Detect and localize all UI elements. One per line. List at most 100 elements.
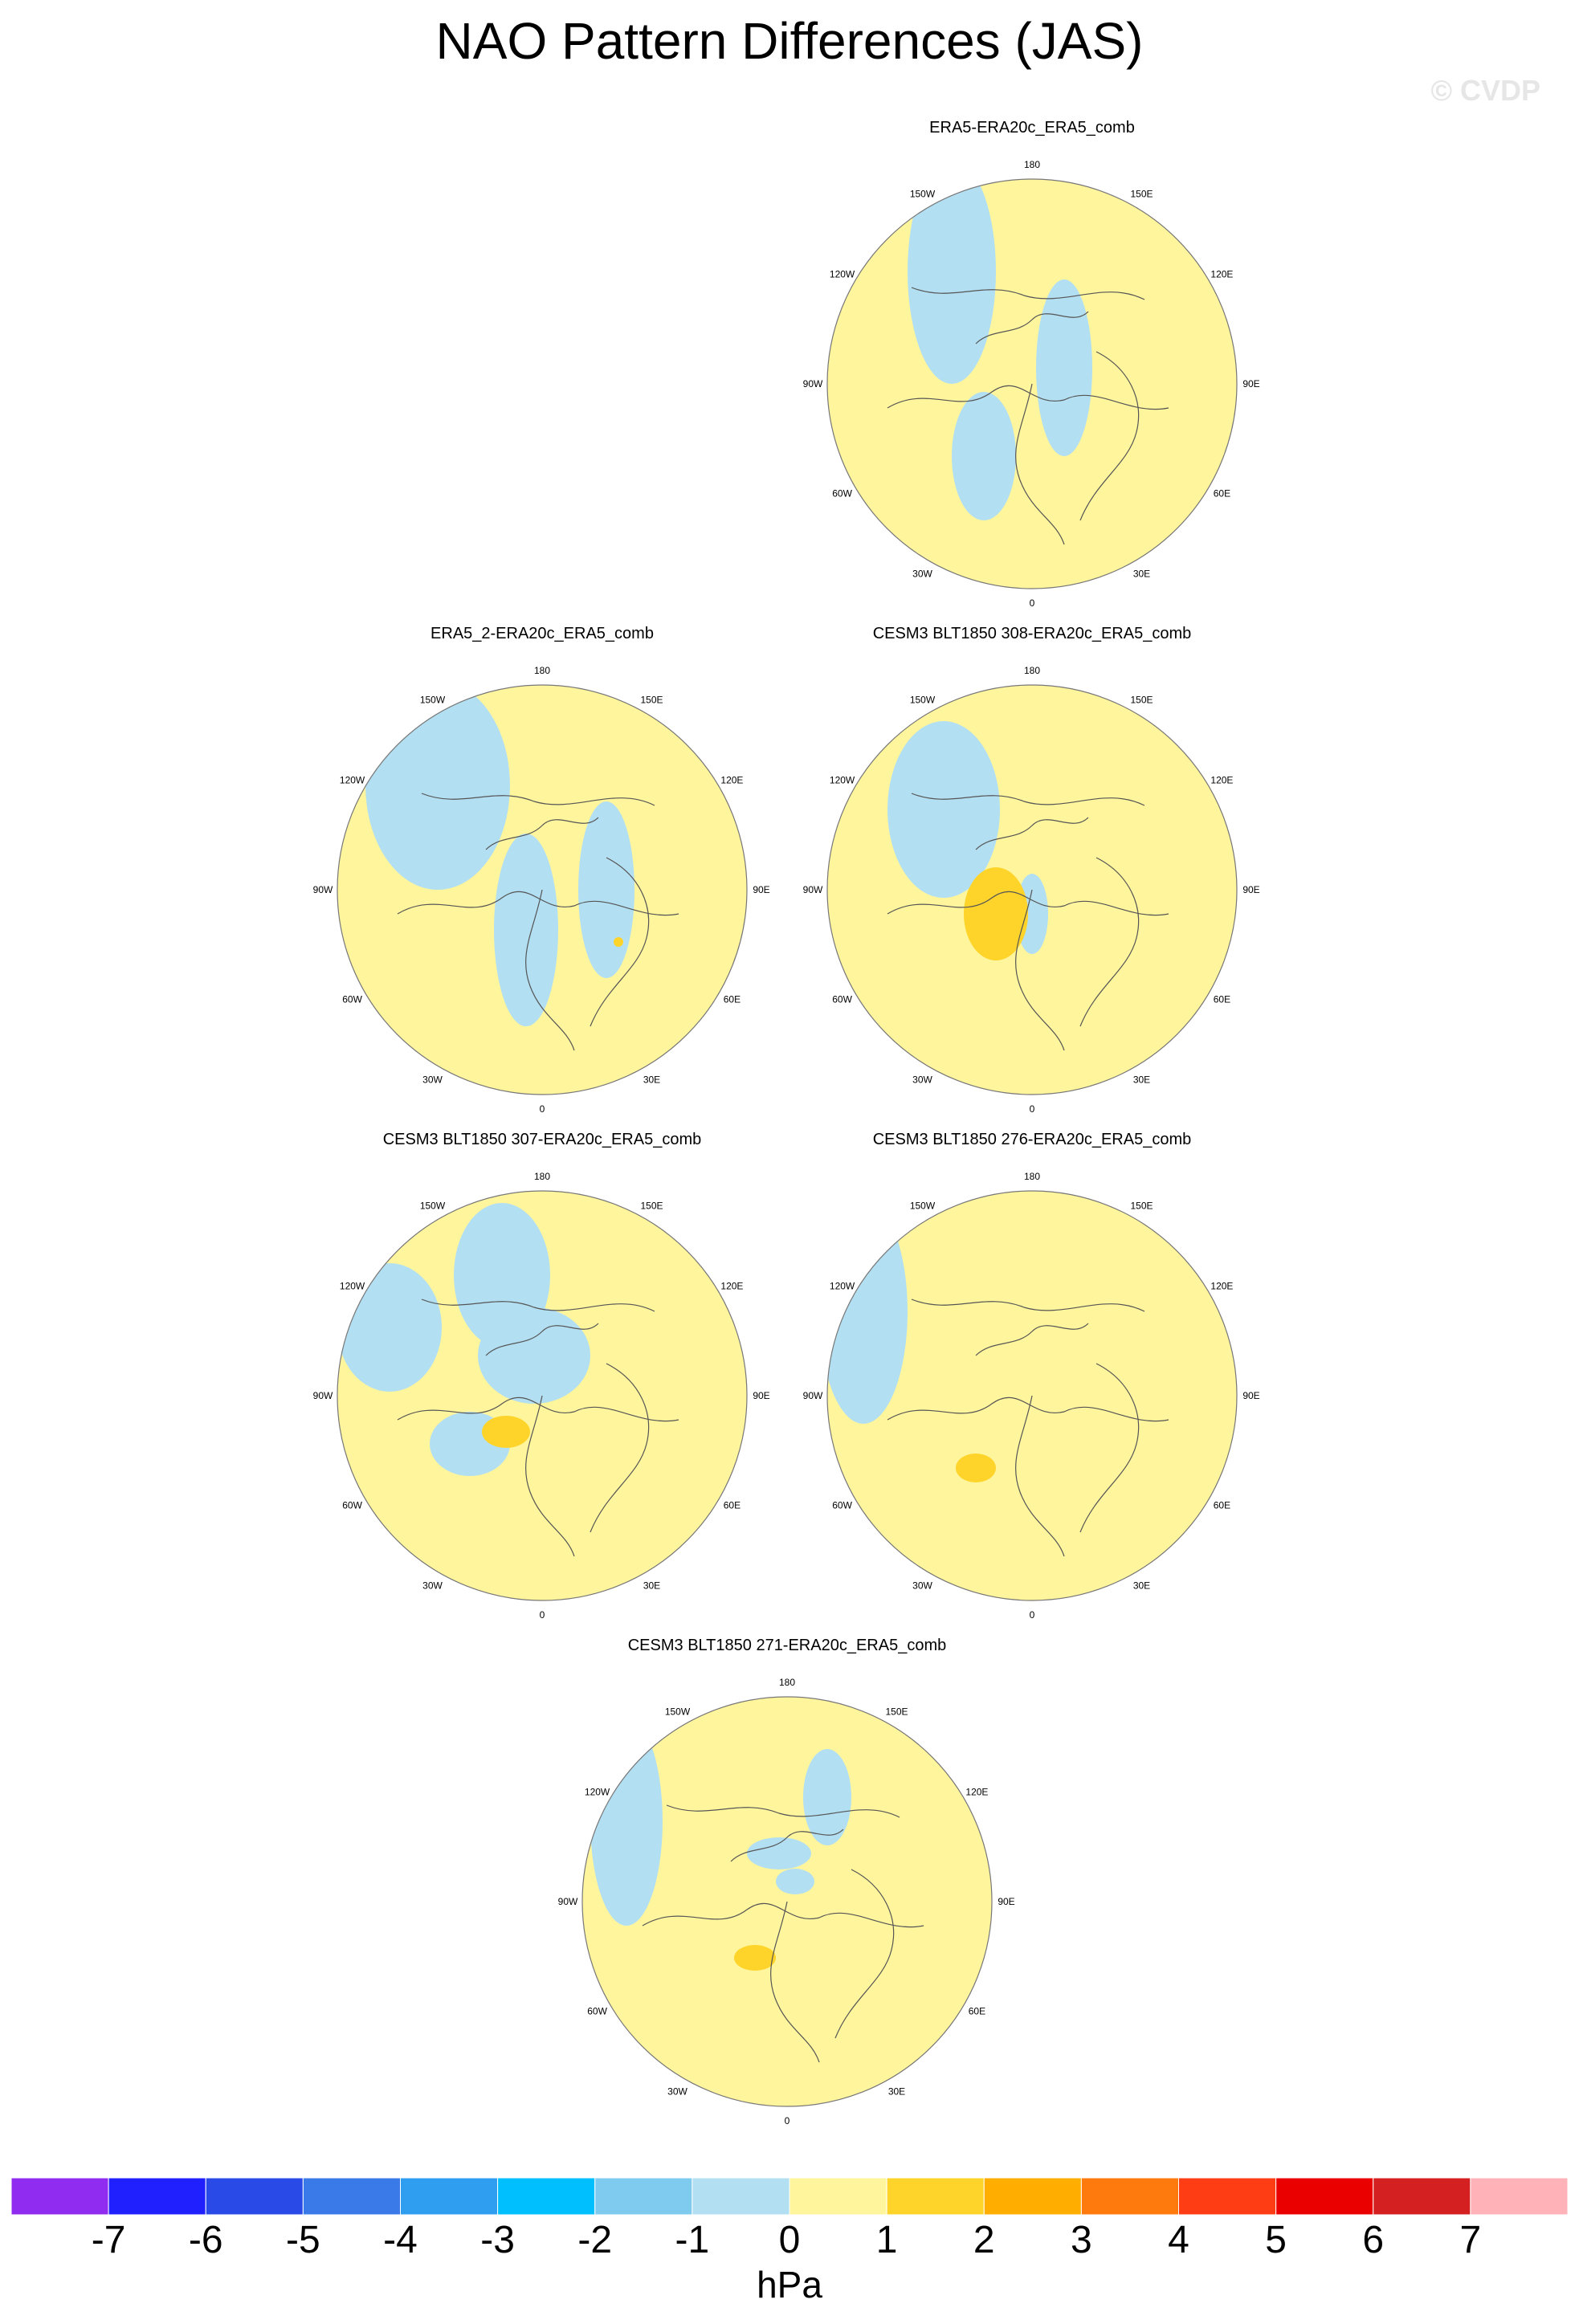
positive-anomaly-region: [956, 1454, 996, 1482]
longitude-label: 30E: [643, 1580, 660, 1591]
longitude-label: 180: [1024, 1171, 1040, 1182]
colorbar-swatch: [594, 2178, 693, 2215]
longitude-label: 120E: [965, 1787, 988, 1798]
negative-anomaly-region: [578, 801, 634, 978]
longitude-label: 60W: [587, 2006, 607, 2017]
coastline: [911, 1299, 1145, 1312]
coastline: [887, 891, 1169, 916]
longitude-label: 150W: [910, 189, 936, 200]
coastline: [1015, 1395, 1065, 1557]
longitude-label: 60E: [724, 994, 741, 1005]
negative-anomaly-region: [478, 1307, 590, 1404]
negative-anomaly-region: [365, 685, 510, 890]
panel-title: CESM3 BLT1850 307-ERA20c_ERA5_comb: [382, 1131, 702, 1148]
longitude-label: 120E: [720, 775, 743, 786]
map-panel-cesm3-308: CESM3 BLT1850 308-ERA20c_ERA5_comb 180 15…: [791, 625, 1273, 1123]
coastline: [421, 1299, 655, 1312]
panel-title: ERA5-ERA20c_ERA5_comb: [929, 119, 1135, 137]
positive-anomaly-region: [964, 867, 1028, 960]
colorbar-swatch: [1470, 2178, 1568, 2215]
colorbar-tick-label: -1: [675, 2219, 710, 2261]
map-border: [826, 178, 1238, 589]
longitude-label: 60W: [832, 994, 852, 1005]
coastline: [485, 817, 599, 850]
coastline: [397, 1396, 679, 1422]
longitude-label: 90W: [803, 884, 823, 895]
longitude-label: 180: [779, 1677, 795, 1688]
longitude-label: 30W: [912, 1074, 932, 1085]
coastline: [1079, 857, 1140, 1027]
polar-map: 180 150E 120E 90E 60E 30E 0 30W 60W 90W 120W 150W: [558, 1677, 1015, 2126]
longitude-label: 150E: [640, 1201, 663, 1212]
longitude-label: 90E: [998, 1896, 1014, 1907]
cvdp-watermark: © CVDP: [1430, 74, 1540, 107]
longitude-label: 60W: [342, 1500, 362, 1511]
longitude-label: 150E: [640, 695, 663, 706]
longitude-label: 150E: [885, 1706, 908, 1718]
coastline: [485, 1323, 599, 1356]
colorbar-tick-label: -6: [188, 2219, 223, 2261]
coastline: [975, 311, 1089, 345]
polar-map: 180 150E 120E 90E 60E 30E 0 30W 60W 90W 120W 150W: [803, 159, 1260, 609]
polar-map: 180 150E 120E 90E 60E 30E 0 30W 60W 90W 120W 150W: [803, 1171, 1260, 1621]
map-border: [826, 1190, 1238, 1601]
panel-title: CESM3 BLT1850 308-ERA20c_ERA5_comb: [872, 625, 1192, 642]
longitude-label: 120W: [340, 775, 365, 786]
colorbar-swatch: [497, 2178, 596, 2215]
coastline: [590, 1363, 650, 1533]
coastline: [1015, 889, 1065, 1051]
colorbar-swatch: [400, 2178, 499, 2215]
longitude-label: 180: [534, 1171, 550, 1182]
figure-title: NAO Pattern Differences (JAS): [435, 12, 1144, 70]
longitude-label: 120W: [830, 1281, 855, 1292]
colorbar-swatch: [886, 2178, 985, 2215]
longitude-label: 30W: [912, 568, 932, 579]
negative-anomaly-region: [908, 179, 996, 384]
colorbar-swatch: [789, 2178, 887, 2215]
longitude-label: 30E: [1133, 1074, 1150, 1085]
coastline: [590, 857, 650, 1027]
polar-map: 180 150E 120E 90E 60E 30E 0 30W 60W 90W 120W 150W: [803, 665, 1260, 1115]
coastline: [975, 1323, 1089, 1356]
colorbar-swatch: [1080, 2178, 1179, 2215]
longitude-label: 90E: [1242, 884, 1259, 895]
negative-anomaly-region: [494, 834, 558, 1026]
longitude-label: 120E: [720, 1281, 743, 1292]
longitude-label: 0: [540, 1609, 545, 1621]
colorbar-swatch: [205, 2178, 304, 2215]
negative-anomaly-region: [887, 721, 1000, 898]
coastline: [1079, 351, 1140, 521]
coastline: [397, 891, 679, 916]
longitude-label: 60E: [1214, 1500, 1230, 1511]
coastline: [421, 793, 655, 806]
longitude-label: 90W: [313, 1390, 333, 1401]
colorbar-swatch: [1373, 2178, 1471, 2215]
colorbar: [11, 2178, 1568, 2215]
colorbar-tick-label: -5: [286, 2219, 320, 2261]
longitude-label: 30E: [888, 2085, 905, 2097]
coastline: [887, 1396, 1169, 1422]
longitude-label: 30W: [667, 2085, 687, 2097]
longitude-label: 90E: [1242, 378, 1259, 389]
longitude-label: 120E: [1210, 775, 1233, 786]
longitude-label: 30W: [422, 1580, 443, 1591]
longitude-label: 150W: [665, 1706, 691, 1718]
coastline: [834, 1869, 895, 2039]
longitude-label: 120E: [1210, 1281, 1233, 1292]
longitude-label: 150W: [910, 695, 936, 706]
coastline: [666, 1804, 900, 1818]
colorbar-tick-label: 5: [1265, 2219, 1287, 2261]
coastline: [1015, 383, 1065, 545]
longitude-label: 0: [1030, 1103, 1035, 1115]
colorbar-swatch: [1275, 2178, 1374, 2215]
polar-map: 180 150E 120E 90E 60E 30E 0 30W 60W 90W 120W 150W: [313, 1171, 770, 1621]
map-panel-era5: ERA5-ERA20c_ERA5_comb 180 150E 120E 90E 60E 3…: [791, 119, 1273, 617]
coastline: [911, 793, 1145, 806]
longitude-label: 90E: [1242, 1390, 1259, 1401]
positive-anomaly-region: [614, 937, 623, 947]
longitude-label: 150W: [420, 1201, 446, 1212]
colorbar-tick-label: -7: [91, 2219, 126, 2261]
longitude-label: 120W: [830, 269, 855, 280]
map-panel-era5-2: ERA5_2-ERA20c_ERA5_comb 180 150E 120E 90E 60…: [301, 625, 783, 1123]
negative-anomaly-region: [952, 392, 1016, 520]
